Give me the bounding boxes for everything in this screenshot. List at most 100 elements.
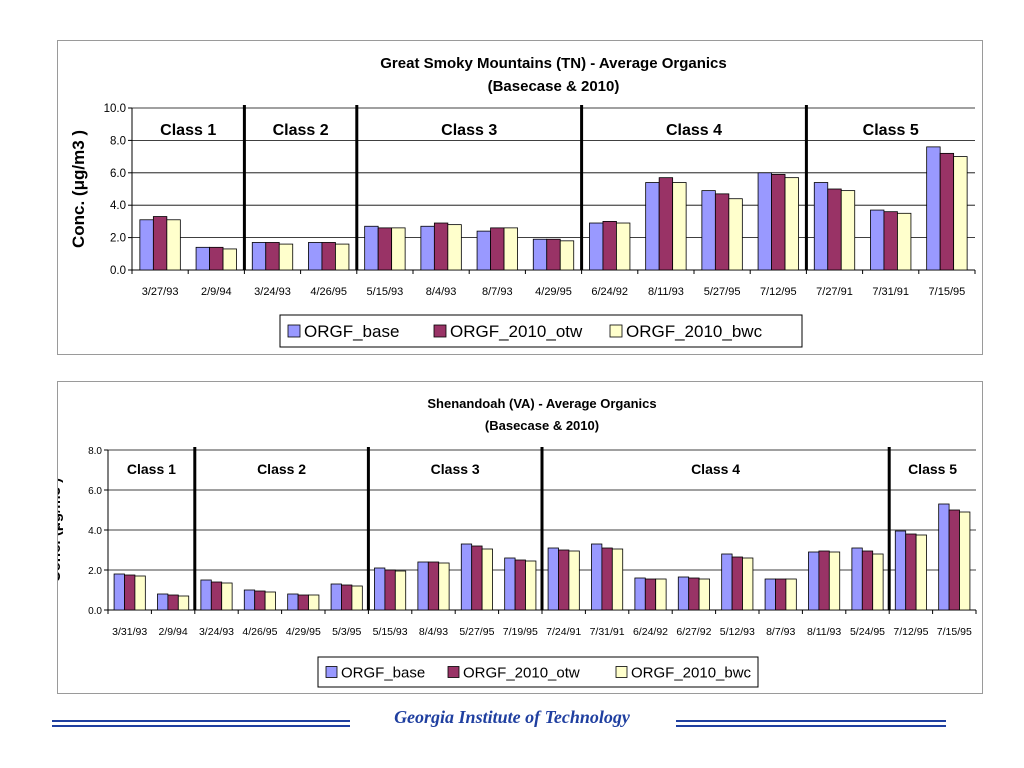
x-tick-label: 7/31/91 xyxy=(590,626,625,638)
bar-orgf-2010-bwc xyxy=(166,219,181,271)
bar-orgf-2010-otw xyxy=(558,549,570,611)
legend-swatch xyxy=(609,324,623,338)
bar-orgf-base xyxy=(645,182,660,271)
bar-orgf-2010-bwc xyxy=(525,560,537,611)
x-tick-label: 4/29/95 xyxy=(535,286,572,298)
bar-orgf-2010-otw xyxy=(688,577,700,611)
bar-orgf-2010-otw xyxy=(384,569,396,611)
class-label: Class 3 xyxy=(441,122,497,139)
bar-orgf-2010-bwc xyxy=(742,557,754,611)
bar-orgf-base xyxy=(364,225,379,271)
chart-subtitle: (Basecase & 2010) xyxy=(485,418,599,433)
bar-orgf-2010-bwc xyxy=(481,548,493,611)
bar-orgf-2010-otw xyxy=(658,177,674,271)
bar-orgf-base xyxy=(532,238,548,271)
bar-orgf-2010-bwc xyxy=(278,243,294,271)
bar-orgf-2010-otw xyxy=(321,242,336,271)
x-tick-label: 2/9/94 xyxy=(158,626,187,638)
bar-orgf-2010-bwc xyxy=(391,227,406,271)
bar-orgf-base xyxy=(157,593,169,611)
x-tick-label: 7/19/95 xyxy=(503,626,538,638)
chart-panel-shenandoah: Shenandoah (VA) - Average Organics (Basec… xyxy=(57,381,983,694)
bar-orgf-2010-bwc xyxy=(221,582,233,611)
bar-orgf-base xyxy=(547,547,559,611)
x-tick-label: 7/12/95 xyxy=(893,626,928,638)
x-tick-label: 7/24/91 xyxy=(546,626,581,638)
bar-orgf-base xyxy=(813,182,829,271)
bar-orgf-2010-bwc xyxy=(785,578,797,611)
legend-label: ORGF_2010_bwc xyxy=(631,664,752,681)
chart-subtitle: (Basecase & 2010) xyxy=(488,78,620,95)
y-tick-label: 6.0 xyxy=(88,486,102,497)
bar-orgf-2010-bwc xyxy=(784,177,799,271)
bar-orgf-base xyxy=(701,190,716,271)
footer-institution: Georgia Institute of Technology xyxy=(394,707,630,727)
bar-orgf-base xyxy=(764,578,776,611)
bar-orgf-2010-otw xyxy=(827,188,842,271)
x-tick-label: 5/12/93 xyxy=(720,626,755,638)
bar-orgf-base xyxy=(591,543,603,611)
bar-orgf-2010-bwc xyxy=(134,575,146,611)
bar-orgf-2010-bwc xyxy=(351,585,363,611)
bar-orgf-2010-otw xyxy=(905,533,917,611)
bar-orgf-2010-bwc xyxy=(503,227,518,271)
legend-label: ORGF_2010_bwc xyxy=(626,322,763,341)
bar-orgf-2010-otw xyxy=(644,578,657,611)
bar-orgf-2010-bwc xyxy=(308,594,320,611)
bar-orgf-2010-otw xyxy=(546,238,561,271)
bar-orgf-base xyxy=(476,230,491,271)
bar-orgf-base xyxy=(677,576,690,611)
bar-orgf-base xyxy=(374,567,386,611)
bar-orgf-base xyxy=(200,579,212,611)
x-tick-label: 8/4/93 xyxy=(426,286,457,298)
x-tick-label: 7/31/91 xyxy=(872,286,909,298)
bar-orgf-2010-bwc xyxy=(840,190,856,271)
bar-orgf-2010-bwc xyxy=(177,595,190,611)
y-tick-label: 8.0 xyxy=(88,446,102,457)
x-tick-label: 8/7/93 xyxy=(482,286,513,298)
bar-orgf-base xyxy=(195,246,210,271)
bar-orgf-2010-bwc xyxy=(438,562,450,611)
bar-orgf-2010-bwc xyxy=(611,548,624,611)
bar-orgf-2010-otw xyxy=(602,220,617,271)
legend-swatch xyxy=(615,666,628,678)
footer-rule-right-top xyxy=(676,720,946,722)
bar-orgf-2010-otw xyxy=(471,545,483,611)
bar-orgf-2010-bwc xyxy=(728,198,743,271)
chart-panel-great-smoky: Great Smoky Mountains (TN) - Average Org… xyxy=(57,40,983,355)
x-tick-label: 7/15/95 xyxy=(929,286,966,298)
bar-orgf-2010-bwc xyxy=(698,578,710,611)
legend-swatch xyxy=(287,324,301,338)
class-label: Class 4 xyxy=(666,122,722,139)
class-label: Class 1 xyxy=(160,122,216,139)
class-label: Class 4 xyxy=(691,461,740,477)
legend-box xyxy=(279,314,803,348)
chart-great-smoky: Great Smoky Mountains (TN) - Average Org… xyxy=(69,55,976,348)
bar-orgf-2010-otw xyxy=(514,559,526,611)
class-label: Class 5 xyxy=(908,461,957,477)
x-tick-label: 7/27/91 xyxy=(816,286,853,298)
y-tick-label: 10.0 xyxy=(104,103,126,115)
bar-orgf-2010-otw xyxy=(948,509,960,611)
bar-orgf-2010-otw xyxy=(601,547,613,611)
bar-orgf-2010-otw xyxy=(731,556,743,611)
x-tick-label: 8/11/93 xyxy=(648,286,684,298)
bar-orgf-base xyxy=(417,561,429,611)
bar-orgf-2010-bwc xyxy=(897,212,912,271)
bar-orgf-2010-otw xyxy=(152,216,168,271)
x-tick-label: 5/15/93 xyxy=(367,286,404,298)
y-tick-label: 8.0 xyxy=(110,135,126,147)
bar-orgf-2010-otw xyxy=(433,222,449,271)
bar-orgf-2010-bwc xyxy=(872,553,884,611)
bar-orgf-base xyxy=(287,593,299,611)
bar-orgf-2010-bwc xyxy=(672,182,687,271)
x-tick-label: 7/15/95 xyxy=(937,626,972,638)
bar-orgf-2010-otw xyxy=(265,242,280,271)
bar-orgf-base xyxy=(757,172,772,271)
y-tick-label: 2.0 xyxy=(110,233,126,245)
x-tick-label: 3/31/93 xyxy=(112,626,147,638)
y-axis-label: Conc. (μg/m3 ) xyxy=(69,130,88,248)
x-tick-label: 5/27/95 xyxy=(459,626,494,638)
chart-title: Shenandoah (VA) - Average Organics xyxy=(427,396,656,411)
bar-orgf-2010-otw xyxy=(297,594,309,611)
